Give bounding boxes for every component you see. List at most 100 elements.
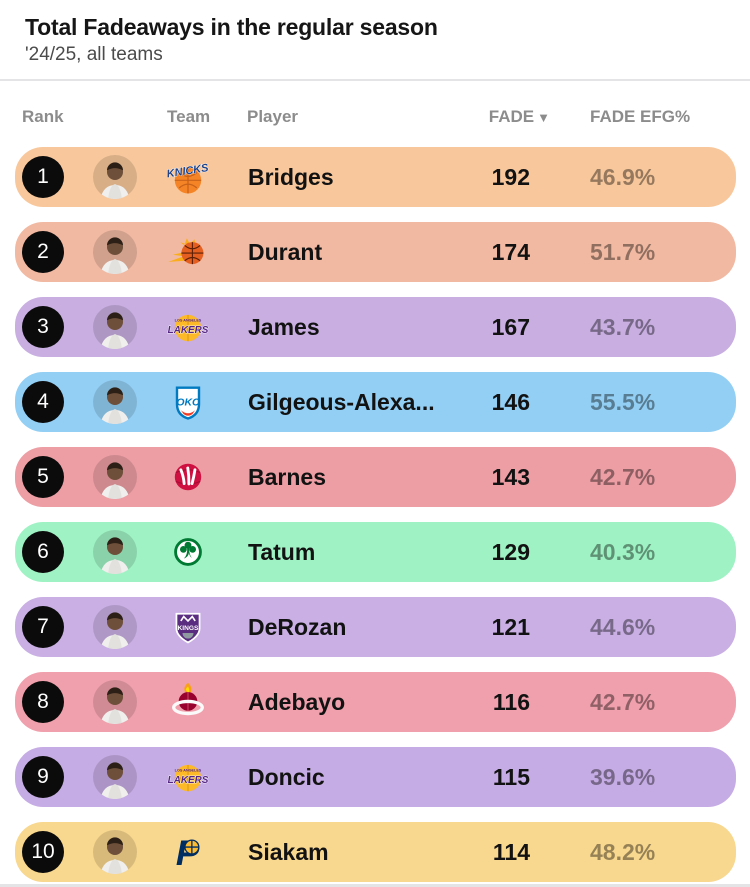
svg-text:LAKERS: LAKERS (168, 325, 209, 336)
fade-efg-value: 39.6% (590, 763, 656, 790)
rank-badge: 6 (22, 531, 64, 573)
okc-logo-icon: OKC (166, 380, 210, 424)
person-silhouette-icon (100, 687, 130, 724)
column-header-fade-label: FADE (488, 107, 535, 126)
rank-number: 2 (37, 240, 49, 263)
fade-value: 129 (491, 538, 530, 565)
person-silhouette-icon (100, 162, 130, 199)
person-silhouette-icon (100, 312, 130, 349)
celtics-logo-icon (166, 530, 210, 574)
rank-number: 7 (37, 615, 49, 638)
player-name: Siakam (248, 838, 329, 865)
rank-badge: 3 (22, 306, 64, 348)
player-headshot-avatar (93, 380, 137, 424)
svg-text:KINGS: KINGS (178, 625, 199, 632)
table-row[interactable]: 1 KNICKS Bridges 192 46.9% (15, 147, 736, 207)
column-header-fade[interactable]: FADE ▼ (440, 107, 550, 127)
lakers-logo-icon: LOS ANGELES LAKERS (166, 755, 210, 799)
table-row[interactable]: 5 Barnes 143 42.7% (15, 447, 736, 507)
player-name: Barnes (248, 463, 326, 490)
person-silhouette-icon (100, 462, 130, 499)
fade-efg-value: 51.7% (590, 238, 656, 265)
player-name: DeRozan (248, 613, 347, 640)
table-row[interactable]: 7 KINGS DeRozan 121 44.6% (15, 597, 736, 657)
rank-badge: 2 (22, 231, 64, 273)
heat-logo-icon (166, 680, 210, 724)
fade-value: 174 (491, 238, 530, 265)
knicks-logo-icon: KNICKS (166, 155, 210, 199)
svg-text:LAKERS: LAKERS (168, 775, 209, 786)
column-header-fade-efg[interactable]: FADE EFG% (590, 107, 691, 126)
table-row[interactable]: 2 Durant 174 51.7% (15, 222, 736, 282)
svg-text:OKC: OKC (176, 397, 200, 408)
rank-number: 9 (37, 765, 49, 788)
pacers-logo-icon: P (166, 830, 210, 874)
svg-text:P: P (176, 834, 200, 873)
fade-efg-value: 43.7% (590, 313, 656, 340)
rank-number: 3 (37, 315, 49, 338)
person-silhouette-icon (100, 837, 130, 874)
table-row[interactable]: 6 Tatum 129 40.3% (15, 522, 736, 582)
player-headshot-avatar (93, 305, 137, 349)
page-header: Total Fadeaways in the regular season '2… (0, 0, 750, 66)
rank-number: 10 (31, 840, 55, 863)
rank-badge: 8 (22, 681, 64, 723)
column-header-team[interactable]: Team (167, 107, 211, 126)
fade-efg-value: 42.7% (590, 463, 656, 490)
fade-efg-value: 48.2% (590, 838, 656, 865)
person-silhouette-icon (100, 537, 130, 574)
raptors-logo-icon (166, 455, 210, 499)
player-name: Gilgeous-Alexa... (248, 388, 435, 415)
column-header-player[interactable]: Player (247, 107, 299, 126)
svg-text:LOS ANGELES: LOS ANGELES (175, 319, 202, 323)
player-name: Bridges (248, 163, 334, 190)
player-headshot-avatar (93, 455, 137, 499)
fade-value: 146 (491, 388, 530, 415)
fade-value: 114 (492, 838, 530, 865)
rank-badge: 1 (22, 156, 64, 198)
fade-value: 121 (491, 613, 530, 640)
player-headshot-avatar (93, 680, 137, 724)
fade-efg-value: 40.3% (590, 538, 656, 565)
rank-number: 1 (37, 165, 49, 188)
table-row[interactable]: 8 Adebayo 116 42.7% (15, 672, 736, 732)
page-title: Total Fadeaways in the regular season (25, 14, 438, 40)
player-headshot-avatar (93, 605, 137, 649)
header-divider (0, 79, 750, 81)
player-headshot-avatar (93, 155, 137, 199)
player-name: Doncic (248, 763, 325, 790)
column-header-rank[interactable]: Rank (22, 107, 64, 126)
player-name: James (248, 313, 320, 340)
player-headshot-avatar (93, 755, 137, 799)
person-silhouette-icon (100, 612, 130, 649)
rank-badge: 5 (22, 456, 64, 498)
player-headshot-avatar (93, 830, 137, 874)
rank-number: 4 (37, 390, 49, 413)
svg-text:LOS ANGELES: LOS ANGELES (175, 769, 202, 773)
fade-value: 116 (492, 688, 530, 715)
person-silhouette-icon (100, 237, 130, 274)
person-silhouette-icon (100, 387, 130, 424)
rank-badge: 7 (22, 606, 64, 648)
fade-efg-value: 44.6% (590, 613, 656, 640)
bottom-divider (0, 884, 750, 887)
player-headshot-avatar (93, 530, 137, 574)
person-silhouette-icon (100, 762, 130, 799)
leaderboard-rows: 1 KNICKS Bridges 192 46.9% 2 (0, 147, 750, 882)
suns-logo-icon (166, 230, 210, 274)
table-row[interactable]: 3 LOS ANGELES LAKERS James 167 43.7% (15, 297, 736, 357)
fade-value: 192 (491, 163, 530, 190)
fade-efg-value: 46.9% (590, 163, 656, 190)
player-name: Durant (248, 238, 323, 265)
rank-badge: 4 (22, 381, 64, 423)
rank-number: 8 (37, 690, 49, 713)
player-headshot-avatar (93, 230, 137, 274)
rank-number: 5 (37, 465, 49, 488)
table-row[interactable]: 4 OKC Gilgeous-Alexa... 146 55.5% (15, 372, 736, 432)
table-row[interactable]: 10 P Siakam 114 48.2% (15, 822, 736, 882)
page-subtitle: '24/25, all teams (25, 44, 163, 65)
player-name: Adebayo (248, 688, 346, 715)
rank-number: 6 (37, 540, 49, 563)
table-row[interactable]: 9 LOS ANGELES LAKERS Doncic 115 39.6% (15, 747, 736, 807)
